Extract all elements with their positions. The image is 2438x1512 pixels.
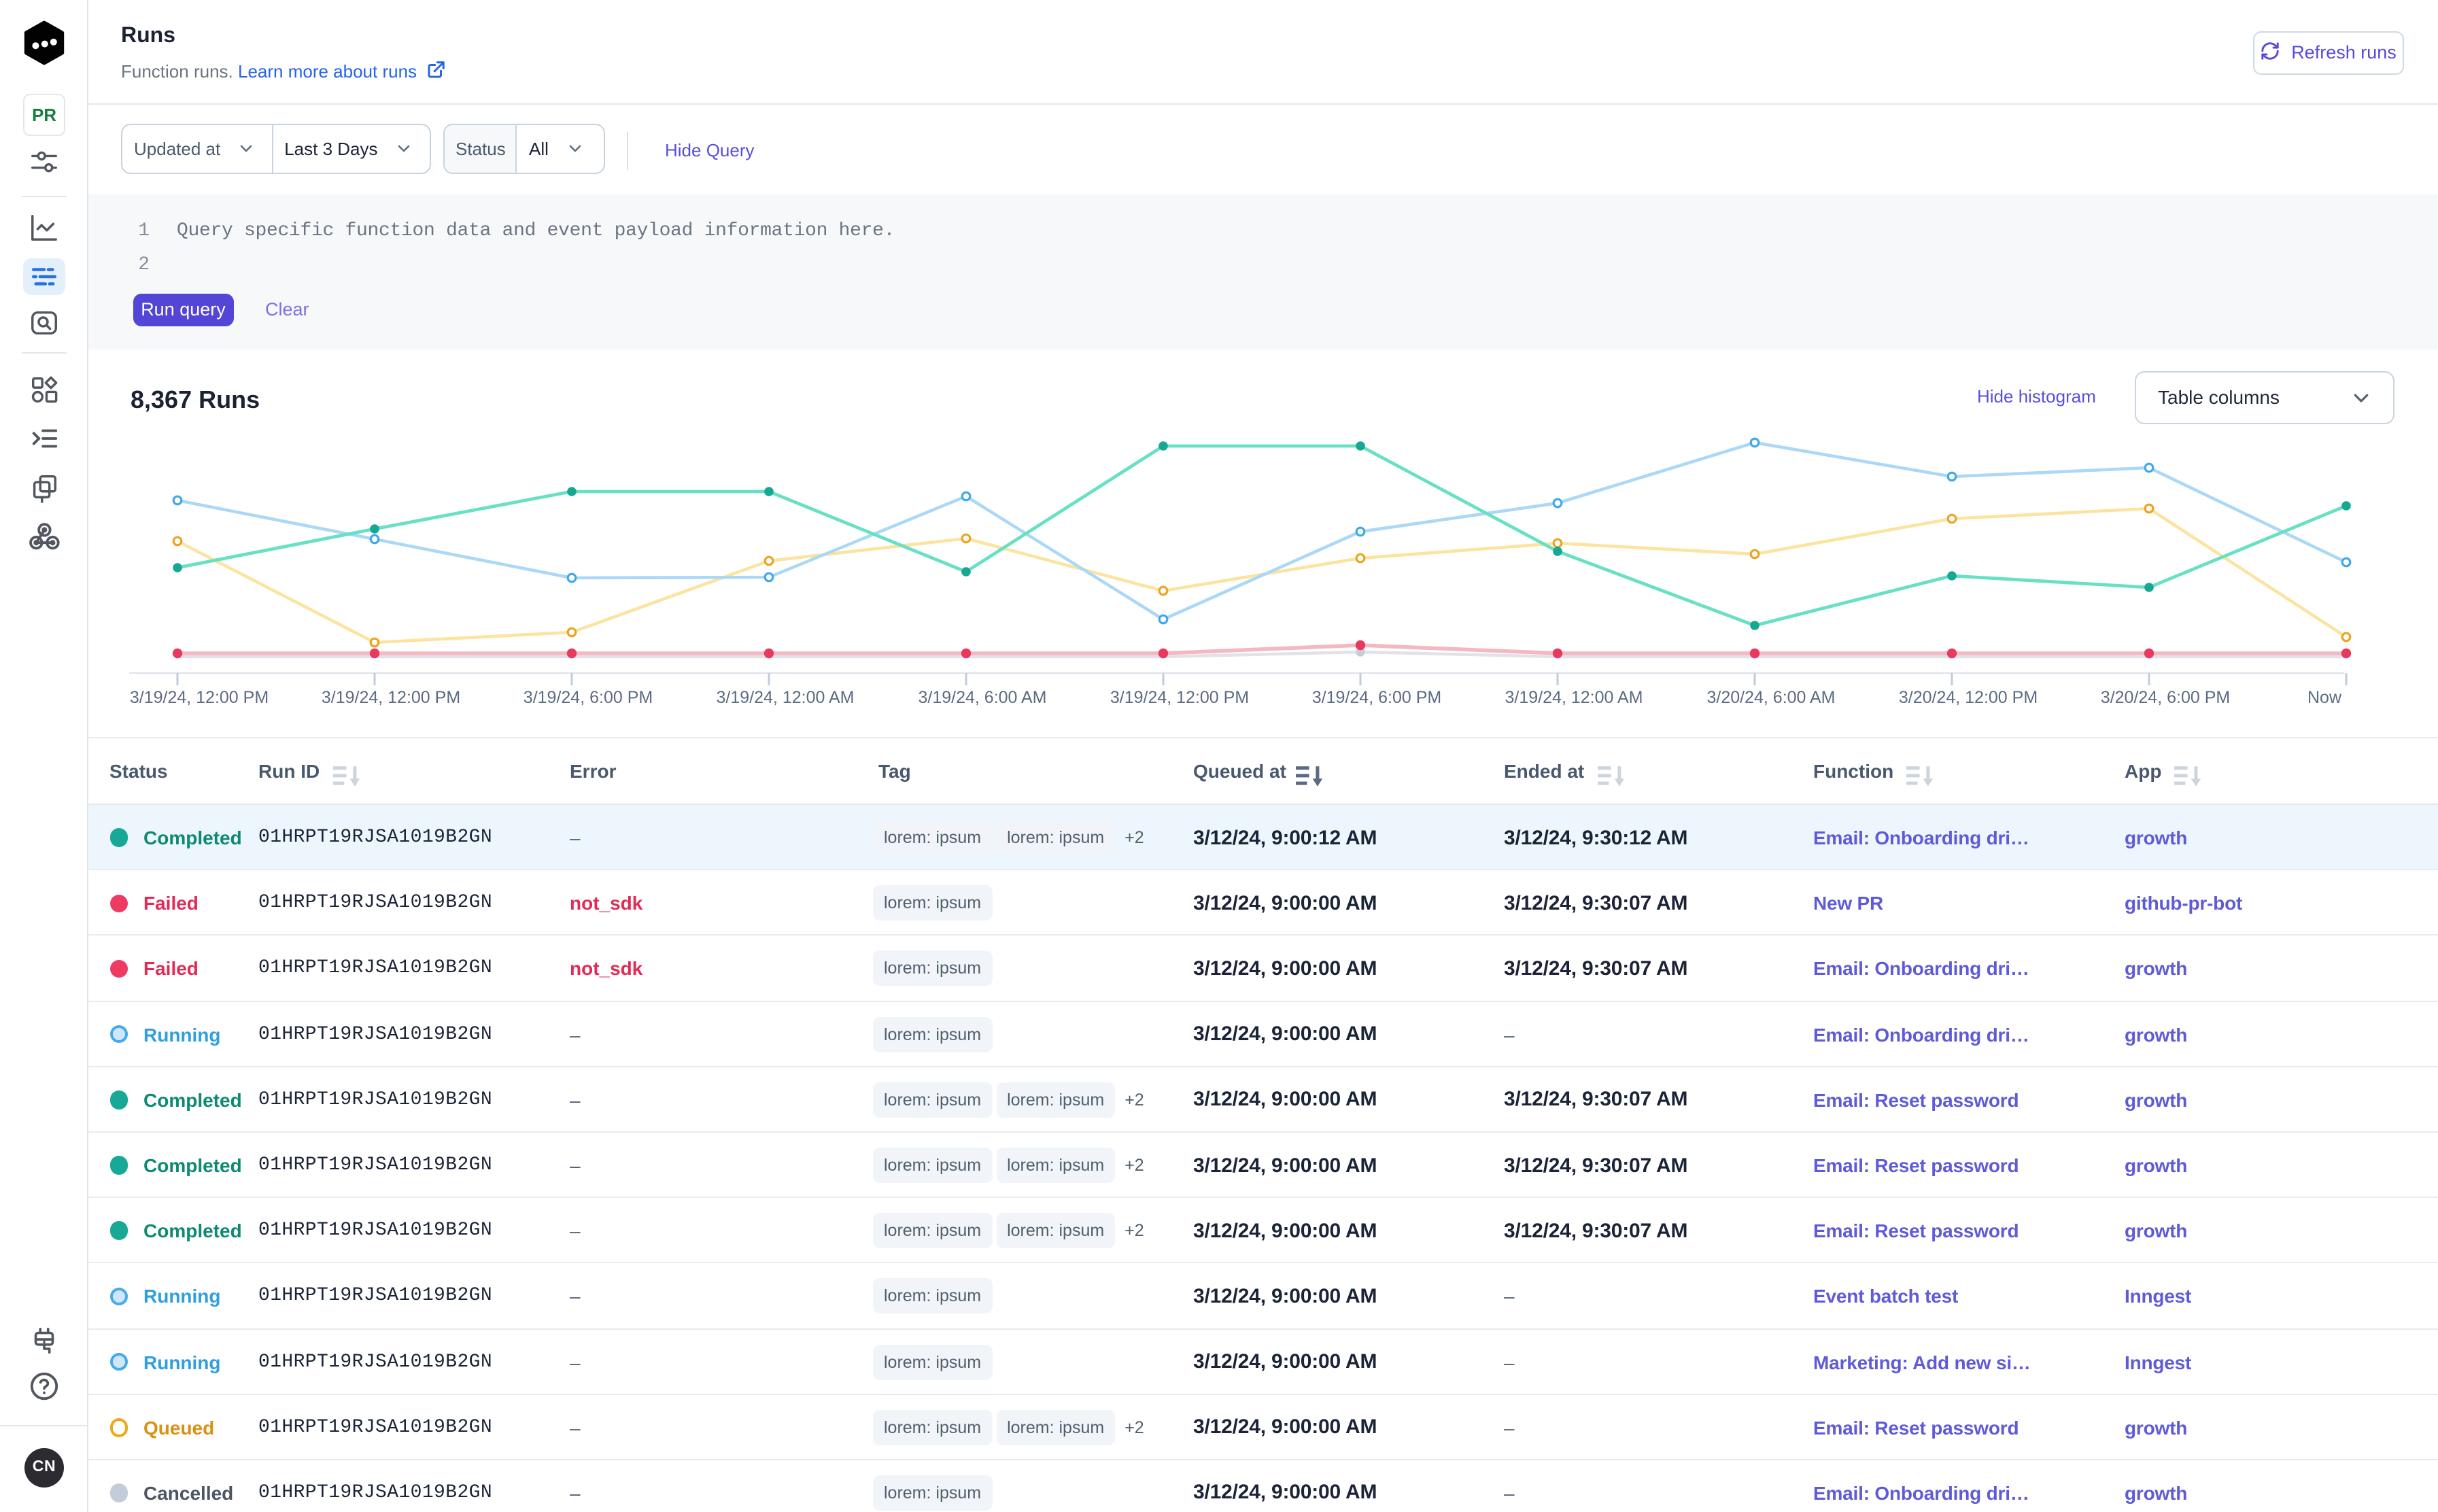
svg-text:3/19/24, 12:00 PM: 3/19/24, 12:00 PM: [322, 688, 460, 707]
svg-text:3/19/24, 6:00 PM: 3/19/24, 6:00 PM: [523, 688, 653, 707]
svg-text:3/19/24, 12:00 AM: 3/19/24, 12:00 AM: [1505, 688, 1643, 707]
svg-text:3/19/24, 12:00 AM: 3/19/24, 12:00 AM: [717, 688, 855, 707]
svg-text:Now: Now: [2307, 688, 2342, 707]
svg-text:3/19/24, 6:00 AM: 3/19/24, 6:00 AM: [918, 688, 1046, 707]
svg-text:3/20/24, 6:00 PM: 3/20/24, 6:00 PM: [2101, 688, 2230, 707]
svg-text:3/19/24, 12:00 PM: 3/19/24, 12:00 PM: [1110, 688, 1249, 707]
svg-text:3/19/24, 12:00 PM: 3/19/24, 12:00 PM: [130, 688, 269, 707]
svg-text:3/19/24, 6:00 PM: 3/19/24, 6:00 PM: [1312, 688, 1441, 707]
svg-text:3/20/24, 12:00 PM: 3/20/24, 12:00 PM: [1899, 688, 2038, 707]
svg-text:3/20/24, 6:00 AM: 3/20/24, 6:00 AM: [1706, 688, 1835, 707]
